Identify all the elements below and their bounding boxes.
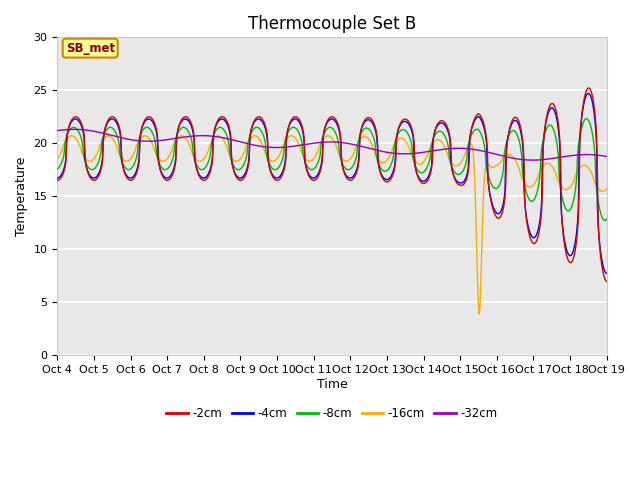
Text: SB_met: SB_met	[66, 42, 115, 55]
-2cm	[54, 178, 61, 183]
Line: -16cm: -16cm	[58, 136, 607, 314]
-16cm	[63, 136, 71, 142]
-4cm	[120, 167, 128, 173]
-4cm	[205, 170, 212, 176]
-32cm	[529, 157, 536, 163]
-4cm	[415, 174, 422, 180]
-16cm	[120, 157, 128, 163]
-8cm	[603, 216, 611, 222]
-16cm	[324, 133, 332, 139]
-8cm	[176, 127, 184, 133]
-8cm	[54, 166, 61, 172]
-8cm	[205, 158, 212, 164]
-2cm	[120, 168, 128, 173]
-2cm	[63, 132, 71, 137]
X-axis label: Time: Time	[317, 377, 348, 391]
-2cm	[205, 173, 212, 179]
-32cm	[177, 135, 184, 141]
-4cm	[584, 91, 592, 96]
-32cm	[54, 128, 61, 133]
-32cm	[63, 127, 71, 132]
-32cm	[399, 151, 407, 156]
-8cm	[399, 127, 406, 132]
Line: -2cm: -2cm	[58, 88, 607, 281]
-8cm	[583, 116, 591, 121]
-32cm	[205, 133, 213, 139]
-2cm	[176, 121, 184, 127]
-32cm	[415, 150, 423, 156]
Title: Thermocouple Set B: Thermocouple Set B	[248, 15, 416, 33]
-16cm	[54, 156, 61, 162]
-16cm	[176, 133, 184, 139]
-4cm	[176, 122, 184, 128]
-2cm	[585, 85, 593, 91]
Line: -4cm: -4cm	[58, 94, 607, 273]
-16cm	[603, 186, 611, 192]
Line: -32cm: -32cm	[58, 129, 607, 160]
-4cm	[603, 270, 611, 276]
-8cm	[415, 168, 422, 174]
-32cm	[121, 136, 129, 142]
Y-axis label: Temperature: Temperature	[15, 156, 28, 236]
-2cm	[603, 278, 611, 284]
Line: -8cm: -8cm	[58, 119, 607, 220]
Legend: -2cm, -4cm, -8cm, -16cm, -32cm: -2cm, -4cm, -8cm, -16cm, -32cm	[162, 402, 502, 425]
-32cm	[70, 126, 78, 132]
-16cm	[475, 311, 483, 317]
-16cm	[205, 147, 212, 153]
-4cm	[63, 131, 71, 136]
-2cm	[399, 118, 406, 123]
-8cm	[63, 132, 71, 137]
-16cm	[415, 161, 423, 167]
-32cm	[603, 154, 611, 159]
-4cm	[399, 120, 406, 125]
-4cm	[54, 175, 61, 181]
-2cm	[415, 176, 422, 181]
-16cm	[399, 136, 407, 142]
-8cm	[601, 217, 609, 223]
-8cm	[120, 163, 128, 168]
